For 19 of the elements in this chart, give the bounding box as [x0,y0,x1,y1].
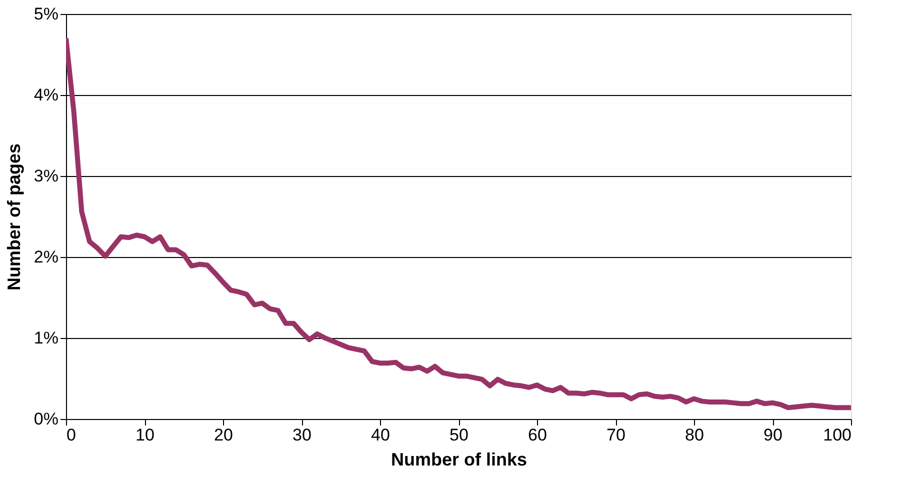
y-tick-label: 5% [34,4,58,24]
x-tick-label: 40 [371,426,390,444]
y-axis-title: Number of pages [4,143,24,291]
x-tick-label: 30 [292,426,312,444]
x-tick-label: 80 [685,426,704,444]
x-tick-label: 20 [214,426,233,444]
x-axis-title: Number of links [390,450,528,470]
x-tick-label: 10 [136,426,154,444]
x-tick-label: 70 [606,426,626,444]
x-tick-label: 90 [764,426,782,444]
x-tick-label: 100 [823,426,852,444]
x-tick-label: 0 [66,426,76,444]
x-tick-label: 60 [528,426,547,444]
y-tick-label: 3% [34,166,58,186]
y-tick-label: 4% [34,86,58,104]
y-tick-label: 1% [34,328,58,348]
y-tick-label: 0% [34,410,58,428]
x-tick-label: 50 [450,426,468,444]
y-tick-label: 2% [34,248,58,266]
